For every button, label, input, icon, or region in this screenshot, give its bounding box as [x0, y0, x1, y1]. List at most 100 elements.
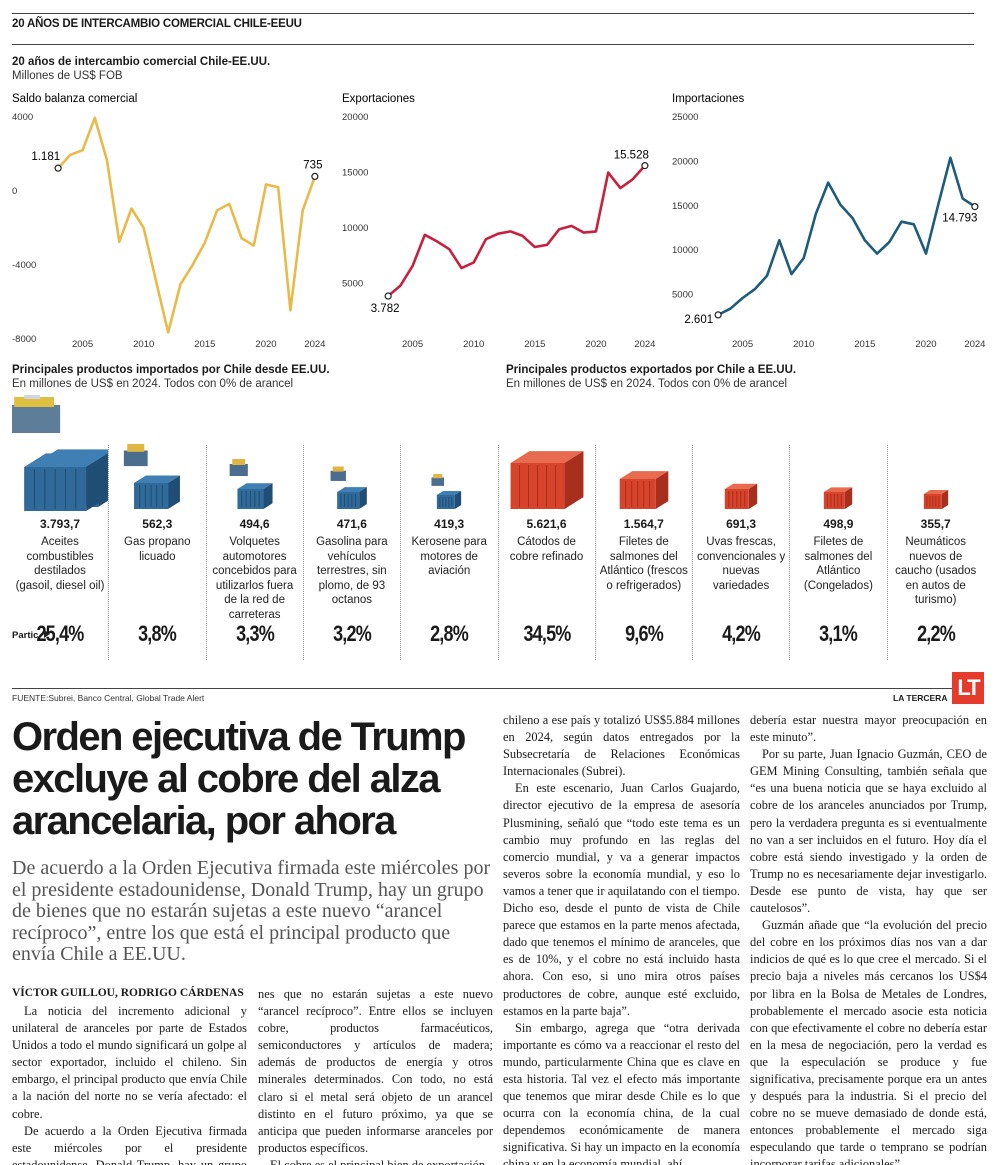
rule: [12, 13, 974, 14]
container-side: [941, 490, 948, 509]
data-label: 3.782: [371, 303, 400, 315]
product-cell: 498,9 Filetes de salmones del Atlántico (…: [790, 395, 886, 665]
product-value: 562,3: [142, 517, 173, 531]
imports-subtitle: En millones de US$ en 2024. Todos con 0%…: [12, 378, 294, 390]
column: nes que no estarán sujetas a este nuevo …: [258, 986, 493, 1165]
product-value: 419,3: [434, 517, 465, 531]
product-name: Filetes de salmones del Atlántico (fresc…: [599, 536, 688, 592]
separator: [302, 445, 304, 660]
line-series: [57, 116, 317, 334]
paragraph: En este escenario, Juan Carlos Guajardo,…: [503, 781, 740, 1018]
separator: [497, 445, 499, 660]
container-side: [455, 491, 462, 509]
line-series: [717, 156, 976, 317]
point-marker: [641, 162, 649, 170]
chart-title: Importaciones: [672, 93, 744, 105]
container-side: [748, 483, 758, 509]
product-share: 3,2%: [332, 621, 372, 646]
imports-title: Principales productos importados por Chi…: [12, 364, 330, 376]
product-name: Gasolina para vehículos terrestres, sin …: [316, 536, 388, 606]
product-share: 9,6%: [624, 621, 664, 646]
product-icon: [619, 471, 669, 509]
machine: [229, 464, 248, 476]
container-side: [86, 453, 108, 511]
paragraph: El cobre es el principal bien de exporta…: [270, 1157, 486, 1165]
container-top: [724, 483, 758, 489]
data-label: 15.528: [614, 150, 649, 162]
graphic-subtitle: Millones de US$ FOB: [12, 70, 123, 82]
paragraph: La noticia del incremento adicional y un…: [12, 1004, 247, 1121]
data-label: 735: [303, 159, 322, 171]
share-label-text: Partic.: [12, 630, 42, 641]
line-charts: Saldo balanza comercial -8000 -4000 0 4000 20…: [12, 93, 985, 350]
product-name: Filetes de salmones del Atlántico (Conge…: [803, 536, 873, 592]
data-label: 14.793: [942, 213, 977, 225]
x-tick-label: 2005: [732, 339, 753, 350]
paragraph: chileno a ese país y totalizó US$5.884 m…: [503, 713, 740, 779]
x-tick-label: 2010: [463, 339, 484, 350]
x-tick-label: 2024: [634, 339, 655, 350]
product-share: 2,2%: [916, 621, 956, 646]
product-name: Neumáticos nuevos de caucho (usados en a…: [895, 536, 977, 606]
paragraph: De acuerdo a la Orden Ejecutiva firmada …: [12, 1123, 247, 1165]
machine-top: [127, 444, 145, 452]
product-cell: 1.564,7 Filetes de salmones del Atlántico…: [596, 395, 692, 665]
machine-top: [433, 474, 443, 479]
source: FUENTE:Subrei, Banco Central, Global Tra…: [12, 693, 205, 703]
product-value: 1.564,7: [623, 517, 664, 531]
ship: [12, 405, 61, 433]
product-name: Kerosene para motores de aviación: [411, 536, 487, 577]
container-top: [237, 483, 273, 489]
separator: [205, 445, 207, 660]
product-cell: 3.793,7 Aceites combustibles destilados (…: [12, 395, 108, 665]
share-label: Partic.: [12, 630, 50, 641]
x-tick-label: 2010: [793, 339, 814, 350]
product-share: 3,8%: [138, 621, 177, 646]
byline: VÍCTOR GUILLOU, RODRIGO CÁRDENAS: [12, 987, 244, 999]
machine: [330, 470, 346, 481]
product-cell: 562,3 Gas propano licuado 3,8%: [109, 395, 205, 665]
container-top: [510, 451, 583, 463]
separator: [692, 445, 694, 660]
x-tick-label: 2020: [915, 339, 936, 350]
column: chileno a ese país y totalizó US$5.884 m…: [503, 712, 740, 1165]
product-icon: [330, 466, 367, 509]
lede: De acuerdo a la Orden Ejecutiva firmada …: [12, 857, 491, 965]
exports-title: Principales productos exportados por Chi…: [506, 364, 797, 376]
graphic-title: 20 años de intercambio comercial Chile-E…: [12, 56, 271, 68]
container-side: [359, 487, 367, 509]
ship-tower: [24, 395, 41, 399]
product-share: 2,8%: [430, 621, 469, 646]
container-top: [824, 487, 853, 492]
product-icon: [124, 444, 181, 509]
machine: [124, 450, 148, 467]
product-value: 691,3: [726, 517, 757, 531]
paragraph: Por su parte, Juan Ignacio Guzmán, CEO d…: [750, 747, 987, 916]
paragraph: Sin embargo, agrega que “otra derivada i…: [503, 1020, 740, 1165]
product-cell: 691,3 Uvas frescas, convencionales y nuev…: [693, 395, 789, 665]
machine: [431, 477, 445, 486]
product-name: Volquetes automotores concebidos para ut…: [212, 536, 297, 621]
separator: [594, 445, 596, 660]
x-tick-label: 2020: [585, 339, 606, 350]
y-tick-label: 10000: [342, 223, 368, 234]
column: La noticia del incremento adicional y un…: [12, 1003, 247, 1165]
machine-top: [231, 459, 245, 465]
y-tick-label: -8000: [12, 334, 36, 345]
product-icon: [229, 459, 273, 509]
x-tick-label: 2010: [133, 339, 154, 350]
container-side: [845, 487, 853, 509]
point-marker: [714, 311, 722, 319]
x-tick-label: 2005: [402, 339, 423, 350]
product-share: 34,5%: [522, 621, 571, 646]
logo: LT: [952, 672, 984, 704]
product-value: 498,9: [823, 517, 854, 531]
product-cell: 494,6 Volquetes automotores concebidos pa…: [207, 395, 303, 665]
y-tick-label: 20000: [672, 156, 698, 167]
chart-title: Exportaciones: [342, 93, 415, 105]
separator: [108, 445, 110, 660]
y-tick-label: 15000: [342, 168, 368, 179]
product-icon: [12, 395, 108, 511]
container-side: [168, 475, 181, 509]
